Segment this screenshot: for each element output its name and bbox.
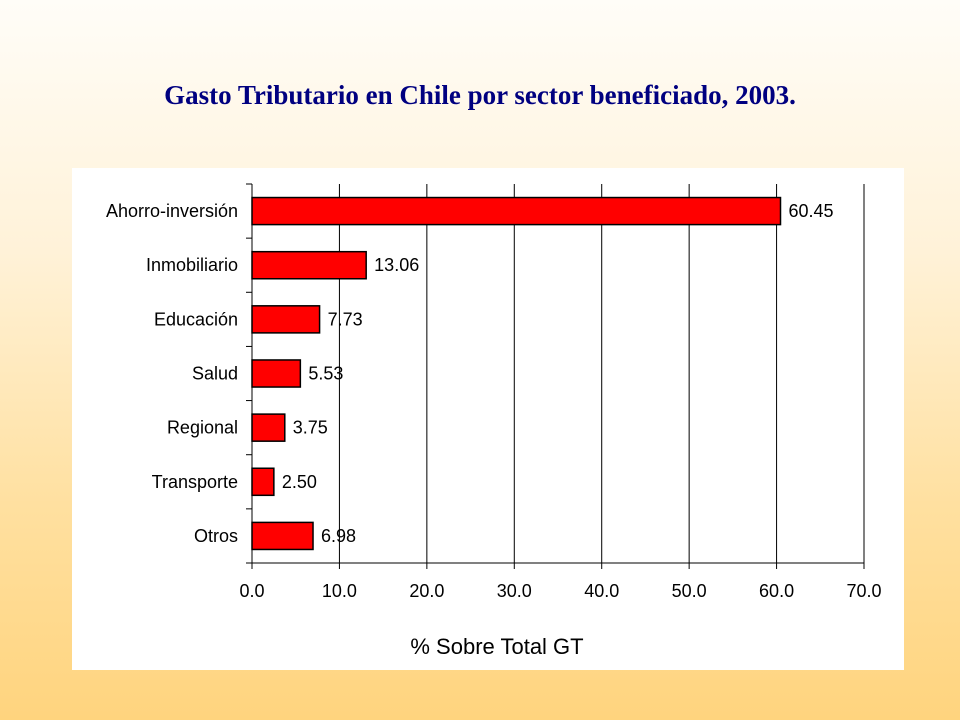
data-label: 13.06 (374, 255, 419, 275)
x-tick-label: 0.0 (239, 581, 264, 601)
category-label: Transporte (152, 472, 238, 492)
category-label: Ahorro-inversión (106, 201, 238, 221)
x-tick-label: 40.0 (584, 581, 619, 601)
chart-panel: 0.0 10.0 20.0 30.0 40.0 50.0 60.0 70.0 Ahorro-in… (72, 168, 904, 670)
data-label: 3.75 (293, 418, 328, 438)
axes (246, 183, 865, 569)
x-tick-label: 50.0 (672, 581, 707, 601)
bars (251, 196, 782, 551)
category-label: Regional (167, 418, 238, 438)
bar (251, 467, 275, 497)
x-tick-label: 30.0 (497, 581, 532, 601)
slide-title: Gasto Tributario en Chile por sector ben… (164, 80, 796, 110)
category-label: Inmobiliario (146, 255, 238, 275)
data-label: 5.53 (308, 364, 343, 384)
bar (251, 413, 286, 442)
bar (251, 196, 782, 226)
bar-chart: 0.0 10.0 20.0 30.0 40.0 50.0 60.0 70.0 Ahorro-in… (106, 183, 882, 659)
x-tick-label: 10.0 (322, 581, 357, 601)
x-tick-label: 20.0 (409, 581, 444, 601)
data-label: 60.45 (789, 201, 834, 221)
bar (251, 359, 302, 388)
labels: 0.0 10.0 20.0 30.0 40.0 50.0 60.0 70.0 Ahorro-in… (106, 201, 882, 601)
x-axis-title: % Sobre Total GT (410, 634, 583, 659)
category-label: Educación (154, 309, 238, 329)
x-tick-label: 60.0 (759, 581, 794, 601)
data-label: 2.50 (282, 472, 317, 492)
category-label: Salud (192, 364, 238, 384)
bar (251, 521, 314, 551)
x-tick-label: 70.0 (846, 581, 881, 601)
gridlines (338, 184, 865, 563)
data-label: 7.73 (328, 309, 363, 329)
category-label: Otros (194, 526, 238, 546)
data-label: 6.98 (321, 526, 356, 546)
bar (251, 250, 367, 280)
bar (251, 305, 321, 334)
